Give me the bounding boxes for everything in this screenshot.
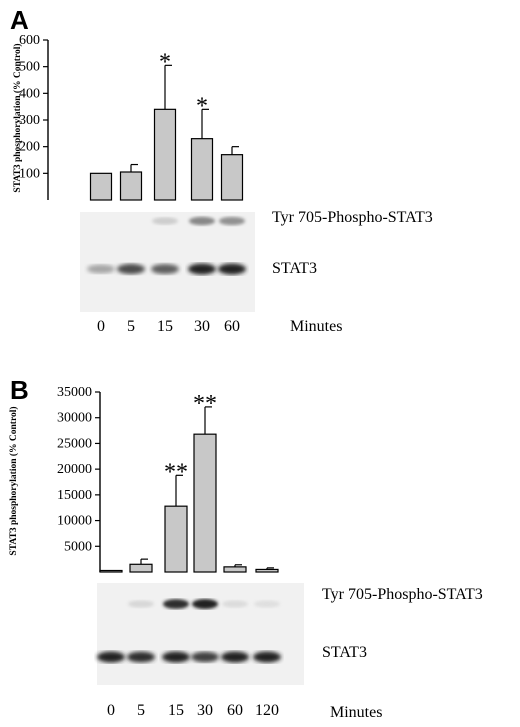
blot-band-phospho	[128, 600, 154, 608]
blot-band-stat3	[87, 264, 115, 274]
y-tick-label: 200	[19, 140, 40, 155]
blot-band-stat3	[127, 651, 155, 663]
panel-label-b: B	[10, 375, 29, 405]
x-tick-label: 0	[107, 702, 115, 719]
significance-marker: **	[193, 391, 217, 417]
blot-label: Tyr 705-Phospho-STAT3	[322, 586, 483, 603]
y-tick-label: 600	[19, 33, 40, 48]
bar	[129, 563, 153, 573]
y-tick-label: 300	[19, 113, 40, 128]
bar	[190, 138, 214, 201]
panel-label-a: A	[10, 5, 29, 35]
blot-band-stat3	[151, 263, 179, 275]
x-tick-label: 15	[168, 702, 184, 719]
significance-marker: *	[159, 49, 171, 75]
y-tick-label: 15000	[57, 488, 92, 503]
blot-band-stat3	[218, 263, 246, 275]
blot-band-stat3	[162, 651, 190, 663]
blot-band-stat3	[253, 651, 281, 663]
x-tick-label: 15	[157, 318, 173, 335]
y-tick-label: 100	[19, 166, 40, 181]
y-axis-title: STAT3 phosphorylation (% Control)	[8, 406, 19, 555]
blot-band-phospho	[254, 600, 280, 608]
y-axis-title: STAT3 phosphorylation (% Control)	[12, 43, 23, 192]
bar	[119, 171, 143, 201]
blot-band-stat3	[117, 263, 145, 275]
y-tick-label: 400	[19, 86, 40, 101]
x-tick-label: 30	[197, 702, 213, 719]
blot-band-phospho	[219, 216, 245, 226]
bar	[89, 172, 113, 201]
blot-band-stat3	[221, 651, 249, 663]
blot-image	[97, 583, 304, 685]
blot-band-phospho	[163, 599, 189, 609]
x-tick-label: 120	[255, 702, 279, 719]
blot-label: STAT3	[272, 260, 317, 277]
y-tick-label: 10000	[57, 514, 92, 529]
blot-band-stat3	[97, 651, 125, 663]
bar	[164, 505, 188, 573]
blot-label: STAT3	[322, 644, 367, 661]
y-tick-label: 30000	[57, 411, 92, 426]
y-tick-label: 25000	[57, 436, 92, 451]
blot-band-phospho	[222, 600, 248, 608]
blot-band-stat3	[188, 263, 216, 275]
blot-label: Tyr 705-Phospho-STAT3	[272, 209, 433, 226]
y-tick-label: 500	[19, 60, 40, 75]
x-axis-title: Minutes	[290, 318, 342, 335]
bar	[153, 108, 177, 201]
significance-marker: **	[164, 459, 188, 485]
y-tick-label: 35000	[57, 385, 92, 400]
x-axis-title: Minutes	[330, 704, 382, 721]
x-tick-label: 60	[227, 702, 243, 719]
blot-band-phospho	[152, 217, 178, 225]
significance-marker: *	[196, 93, 208, 119]
blot-band-phospho	[192, 599, 218, 609]
x-tick-label: 0	[97, 318, 105, 335]
x-tick-label: 30	[194, 318, 210, 335]
bar	[223, 566, 247, 573]
panel-b: 5000 10000 15000 20000 25000 30000 35000 STAT3 …	[8, 385, 483, 721]
bar	[193, 433, 217, 573]
blot-band-phospho	[189, 216, 215, 226]
blot-band-stat3	[191, 651, 219, 663]
x-tick-label: 5	[137, 702, 145, 719]
y-tick-label: 20000	[57, 462, 92, 477]
bar	[99, 569, 123, 573]
y-tick-label: 5000	[64, 539, 92, 554]
x-tick-label: 5	[127, 318, 135, 335]
blot-image	[80, 212, 255, 312]
bar	[255, 568, 279, 573]
x-tick-label: 60	[224, 318, 240, 335]
bar	[220, 154, 244, 201]
